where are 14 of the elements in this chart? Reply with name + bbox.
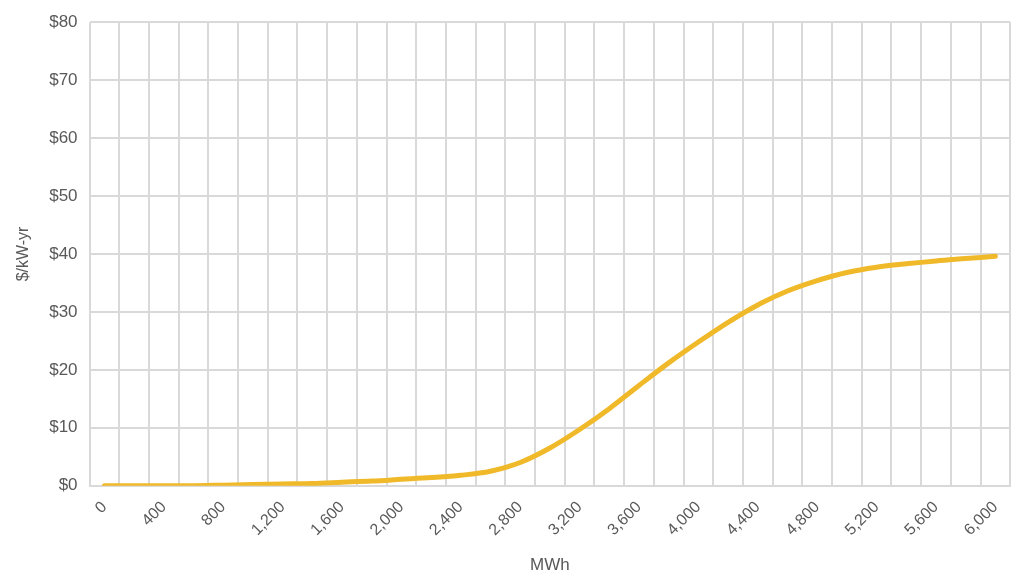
y-tick-label: $10 — [49, 417, 78, 437]
y-tick-label: $70 — [49, 69, 78, 89]
y-tick-label: $0 — [58, 475, 78, 495]
x-tick-label: 800 — [197, 497, 229, 529]
x-tick-label: 0 — [91, 497, 110, 517]
y-tick-label: $40 — [49, 243, 78, 263]
y-tick-label: $60 — [49, 127, 78, 147]
y-axis-title: $/kW-yr — [14, 225, 32, 282]
x-tick-label: 400 — [138, 497, 170, 529]
x-axis-title: MWh — [530, 555, 570, 575]
y-tick-label: $50 — [49, 185, 78, 205]
y-tick-label: $20 — [49, 359, 78, 379]
y-tick-label: $80 — [49, 11, 78, 31]
y-tick-label: $30 — [49, 301, 78, 321]
